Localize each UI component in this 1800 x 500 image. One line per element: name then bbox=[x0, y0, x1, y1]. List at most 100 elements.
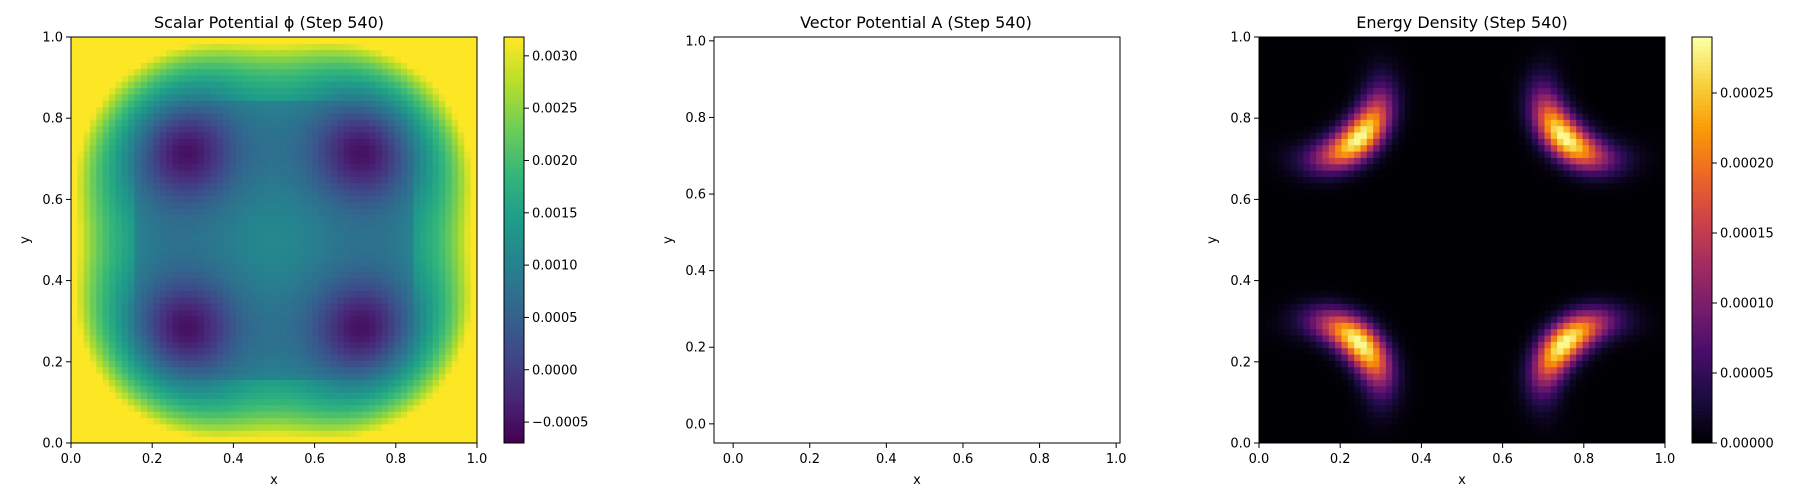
heatmap-cell bbox=[381, 62, 389, 70]
heatmap-cell bbox=[337, 106, 345, 114]
heatmap-cell bbox=[185, 125, 192, 133]
heatmap-cell bbox=[362, 56, 370, 63]
heatmap-cell bbox=[457, 423, 465, 431]
colorbar-segment bbox=[504, 126, 524, 131]
heatmap-cell bbox=[96, 411, 104, 419]
heatmap-cell bbox=[343, 201, 351, 209]
heatmap-cell bbox=[128, 328, 135, 336]
heatmap-cell bbox=[191, 43, 199, 51]
heatmap-cell bbox=[96, 392, 104, 399]
heatmap-cell bbox=[83, 170, 91, 177]
heatmap-cell bbox=[375, 68, 383, 76]
heatmap-cell bbox=[267, 430, 275, 438]
heatmap-cell bbox=[407, 220, 414, 228]
heatmap-cell bbox=[299, 220, 307, 228]
heatmap-cell bbox=[115, 278, 123, 285]
heatmap-cell bbox=[261, 144, 269, 152]
colorbar-segment bbox=[504, 207, 524, 213]
heatmap-cell bbox=[1259, 366, 1266, 374]
heatmap-cell bbox=[318, 271, 326, 279]
heatmap-cell bbox=[324, 208, 332, 216]
heatmap-cell bbox=[216, 278, 224, 285]
heatmap-cell bbox=[407, 68, 414, 76]
heatmap-cell bbox=[362, 423, 370, 431]
heatmap-cell bbox=[356, 436, 364, 444]
heatmap-cell bbox=[356, 385, 364, 393]
heatmap-cell bbox=[77, 56, 85, 63]
heatmap-cell bbox=[337, 220, 345, 228]
heatmap-cell bbox=[1620, 436, 1628, 444]
heatmap-cell bbox=[83, 385, 91, 393]
heatmap-cell bbox=[1341, 373, 1349, 380]
heatmap-cell bbox=[1379, 411, 1387, 419]
heatmap-cell bbox=[96, 151, 104, 158]
heatmap-cell bbox=[1658, 392, 1666, 399]
heatmap-cell bbox=[134, 360, 142, 368]
heatmap-cell bbox=[134, 366, 142, 374]
heatmap-cell bbox=[394, 37, 402, 44]
heatmap-cell bbox=[77, 189, 85, 196]
heatmap-cell bbox=[457, 220, 465, 228]
heatmap-cell bbox=[71, 68, 78, 76]
heatmap-cell bbox=[356, 208, 364, 216]
heatmap-cell bbox=[1430, 398, 1438, 406]
heatmap-cell bbox=[102, 360, 110, 368]
heatmap-cell bbox=[172, 341, 180, 349]
heatmap-cell bbox=[375, 322, 383, 330]
heatmap-cell bbox=[210, 113, 218, 120]
heatmap-cell bbox=[464, 246, 472, 254]
heatmap-cell bbox=[1607, 392, 1615, 399]
heatmap-cell bbox=[394, 328, 402, 336]
heatmap-cell bbox=[280, 106, 288, 114]
heatmap-cell bbox=[1633, 392, 1641, 399]
heatmap-cell bbox=[172, 404, 180, 412]
heatmap-cell bbox=[419, 75, 427, 82]
heatmap-cell bbox=[375, 94, 383, 101]
heatmap-cell bbox=[172, 398, 180, 406]
heatmap-cell bbox=[115, 271, 123, 279]
heatmap-cell bbox=[254, 163, 262, 171]
heatmap-cell bbox=[343, 284, 351, 292]
heatmap-cell bbox=[267, 423, 275, 431]
heatmap-cell bbox=[318, 62, 326, 70]
heatmap-cell bbox=[102, 62, 110, 70]
heatmap-cell bbox=[305, 144, 313, 152]
heatmap-cell bbox=[299, 404, 307, 412]
heatmap-cell bbox=[413, 195, 421, 203]
heatmap-cell bbox=[413, 125, 421, 133]
heatmap-cell bbox=[267, 94, 275, 101]
heatmap-cell bbox=[1411, 385, 1418, 393]
heatmap-cell bbox=[261, 316, 269, 323]
heatmap-cell bbox=[1449, 430, 1457, 438]
heatmap-cell bbox=[223, 119, 230, 127]
heatmap-cell bbox=[419, 366, 427, 374]
heatmap-cell bbox=[197, 379, 205, 387]
heatmap-cell bbox=[1303, 366, 1311, 374]
heatmap-cell bbox=[229, 214, 237, 222]
heatmap-cell bbox=[286, 151, 294, 158]
heatmap-cell bbox=[1569, 411, 1577, 419]
heatmap-cell bbox=[197, 309, 205, 317]
heatmap-cell bbox=[312, 233, 319, 241]
heatmap-cell bbox=[115, 106, 123, 114]
heatmap-cell bbox=[90, 119, 97, 127]
heatmap-cell bbox=[426, 436, 433, 444]
heatmap-cell bbox=[1259, 423, 1266, 431]
heatmap-cell bbox=[109, 81, 116, 89]
heatmap-cell bbox=[1563, 385, 1571, 393]
heatmap-cell bbox=[248, 182, 256, 190]
heatmap-cell bbox=[254, 214, 262, 222]
heatmap-cell bbox=[153, 189, 161, 196]
heatmap-cell bbox=[362, 220, 370, 228]
heatmap-cell bbox=[470, 144, 478, 152]
heatmap-cell bbox=[83, 176, 91, 184]
heatmap-cell bbox=[185, 214, 192, 222]
heatmap-cell bbox=[254, 271, 262, 279]
heatmap-cell bbox=[1290, 404, 1298, 412]
heatmap-cell bbox=[470, 195, 478, 203]
heatmap-cell bbox=[115, 335, 123, 342]
heatmap-cell bbox=[1379, 417, 1387, 425]
heatmap-cell bbox=[274, 75, 281, 82]
heatmap-cell bbox=[464, 290, 472, 298]
heatmap-cell bbox=[159, 49, 167, 57]
